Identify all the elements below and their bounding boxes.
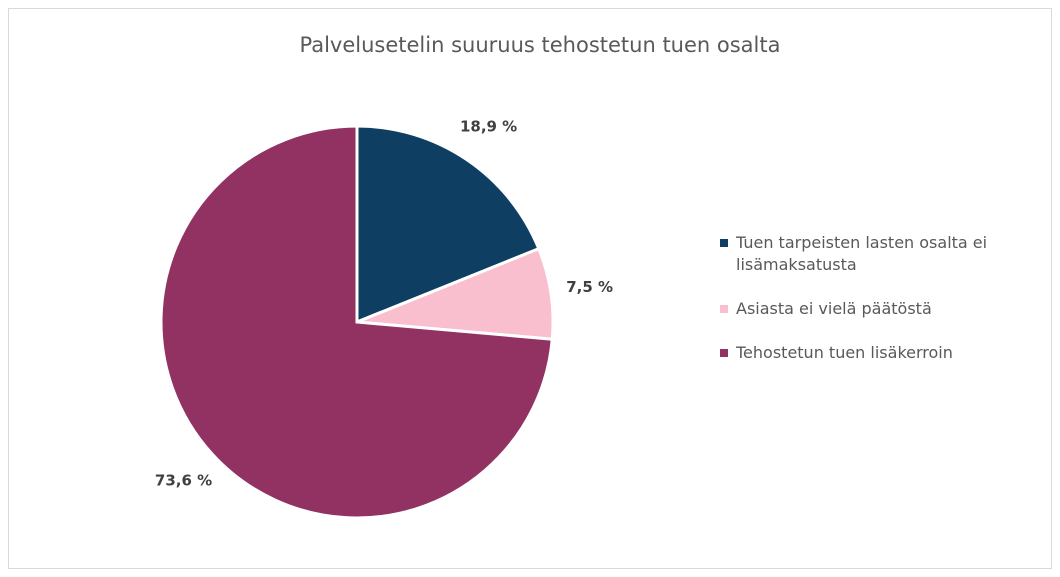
legend-item: Tuen tarpeisten lasten osalta ei lisämak… xyxy=(720,232,1040,276)
legend-label: Tehostetun tuen lisäkerroin xyxy=(736,343,953,362)
data-label: 7,5 % xyxy=(566,278,613,296)
legend-swatch xyxy=(720,239,728,247)
pie-slice xyxy=(355,124,541,325)
data-label: 73,6 % xyxy=(155,471,212,489)
legend-swatch xyxy=(720,305,728,313)
legend-item: Tehostetun tuen lisäkerroin xyxy=(720,342,1040,364)
data-label: 18,9 % xyxy=(460,118,517,136)
legend-label: Tuen tarpeisten lasten osalta ei lisämak… xyxy=(736,233,988,274)
chart-title: Palvelusetelin suuruus tehostetun tuen o… xyxy=(300,33,781,57)
legend: Tuen tarpeisten lasten osalta ei lisämak… xyxy=(720,232,1040,386)
legend-swatch xyxy=(720,349,728,357)
pie-slice xyxy=(159,124,554,520)
legend-label: Asiasta ei vielä päätöstä xyxy=(736,299,932,318)
legend-item: Asiasta ei vielä päätöstä xyxy=(720,298,1040,320)
